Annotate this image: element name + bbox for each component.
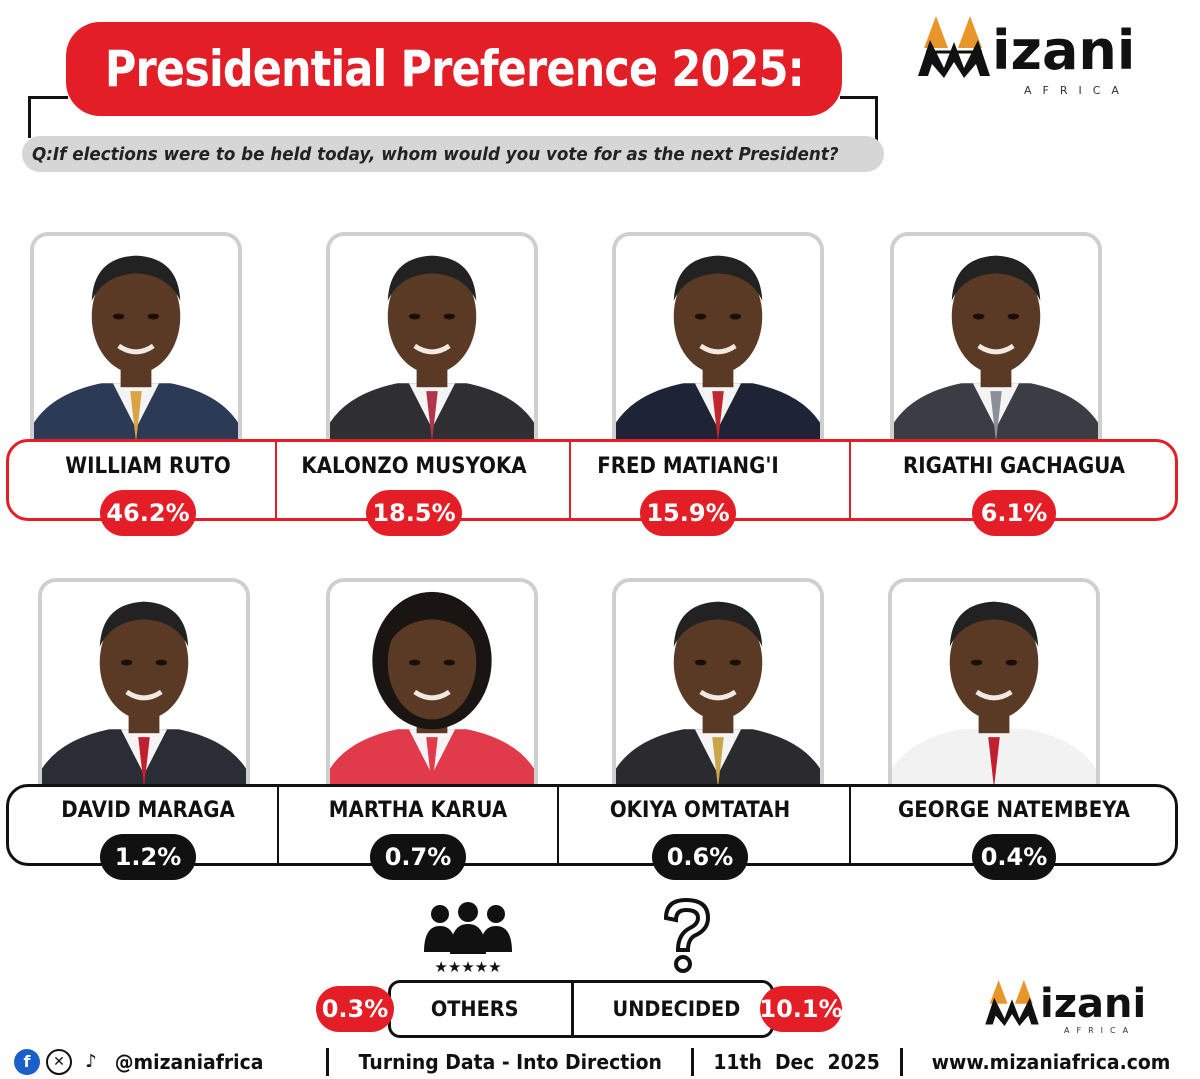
page-title: Presidential Preference 2025:	[104, 40, 804, 98]
undecided-pct: 10.1%	[759, 986, 843, 1032]
title-bracket-right	[840, 96, 878, 144]
candidate-percentage: 6.1%	[972, 490, 1056, 536]
candidate-percentage: 15.9%	[640, 490, 736, 536]
divider	[277, 787, 279, 863]
candidate-percentage: 0.7%	[370, 834, 466, 880]
others-undecided-box: OTHERS UNDECIDED	[388, 980, 774, 1038]
footer-separator	[326, 1047, 329, 1076]
candidate-percentage: 0.4%	[972, 834, 1056, 880]
title-banner: Presidential Preference 2025:	[66, 22, 842, 116]
mizani-logo-bottom: izani AFRICA	[982, 974, 1178, 1040]
divider	[849, 442, 851, 518]
mizani-logo-top: izani AFRICA	[914, 8, 1186, 97]
candidate-name: FRED MATIANG'I	[597, 454, 779, 479]
undecided-label: UNDECIDED	[612, 997, 741, 1021]
mizani-m-icon	[985, 979, 1039, 1026]
footer-date: 11th Dec 2025	[713, 1049, 881, 1074]
candidate-photo-candidates_bottom-0	[42, 582, 246, 798]
candidate-photo-card	[30, 232, 242, 452]
facebook-icon[interactable]: f	[14, 1048, 40, 1075]
candidate-photo-card	[38, 578, 250, 798]
candidate-photo-card	[612, 232, 824, 452]
candidate-photo-candidates_top-0	[34, 236, 238, 452]
candidate-photo-candidates_bottom-2	[616, 582, 820, 798]
divider	[557, 787, 559, 863]
candidate-name: RIGATHI GACHAGUA	[902, 454, 1126, 479]
candidate-name: KALONZO MUSYOKA	[301, 454, 527, 479]
candidate-name: MARTHA KARUA	[328, 798, 508, 823]
tiktok-icon[interactable]: ♪	[78, 1048, 104, 1075]
candidate-photo-card	[890, 232, 1102, 452]
social-handle[interactable]: @mizaniafrica	[114, 1049, 264, 1074]
candidate-photo-card	[326, 578, 538, 798]
candidate-photo-candidates_top-1	[330, 236, 534, 452]
group-icon: ★★★★★	[424, 902, 512, 976]
logo-subtitle: AFRICA	[1064, 1026, 1136, 1035]
candidate-photo-candidates_bottom-3	[892, 582, 1096, 798]
footer-bar: f ✕ ♪ @mizaniafrica Turning Data - Into …	[0, 1044, 1200, 1079]
footer-separator	[691, 1047, 694, 1076]
candidate-percentage: 46.2%	[100, 490, 196, 536]
candidate-name: WILLIAM RUTO	[65, 454, 231, 479]
candidate-name: OKIYA OMTATAH	[609, 798, 791, 823]
logo-wordmark: izani	[992, 19, 1136, 82]
footer-tagline: Turning Data - Into Direction	[358, 1049, 662, 1074]
candidate-photo-candidates_bottom-1	[330, 582, 534, 798]
others-label: OTHERS	[430, 997, 519, 1021]
candidate-photo-candidates_top-3	[894, 236, 1098, 452]
candidate-photo-card	[326, 232, 538, 452]
candidate-photo-card	[888, 578, 1100, 798]
others-pct: 0.3%	[316, 986, 394, 1032]
x-icon[interactable]: ✕	[46, 1048, 72, 1075]
svg-text:★★★★★: ★★★★★	[434, 958, 501, 976]
title-bracket-left	[28, 96, 68, 138]
candidate-name: DAVID MARAGA	[61, 798, 235, 823]
question-mark-icon	[663, 897, 711, 973]
question-bar: Q:If elections were to be held today, wh…	[22, 136, 884, 172]
candidate-percentage: 0.6%	[652, 834, 748, 880]
logo-subtitle: AFRICA	[1024, 84, 1130, 97]
footer-website[interactable]: www.mizaniafrica.com	[931, 1049, 1171, 1074]
mizani-m-icon	[918, 16, 990, 78]
candidate-photo-candidates_top-2	[616, 236, 820, 452]
survey-question: Q:If elections were to be held today, wh…	[32, 143, 839, 165]
footer-separator	[900, 1047, 903, 1076]
divider	[569, 442, 571, 518]
logo-wordmark: izani	[1040, 981, 1147, 1027]
divider	[571, 983, 574, 1035]
divider	[275, 442, 277, 518]
divider	[849, 787, 851, 863]
candidate-name: GEORGE NATEMBEYA	[897, 798, 1131, 823]
candidate-photo-card	[612, 578, 824, 798]
candidate-percentage: 1.2%	[100, 834, 196, 880]
candidate-percentage: 18.5%	[366, 490, 462, 536]
